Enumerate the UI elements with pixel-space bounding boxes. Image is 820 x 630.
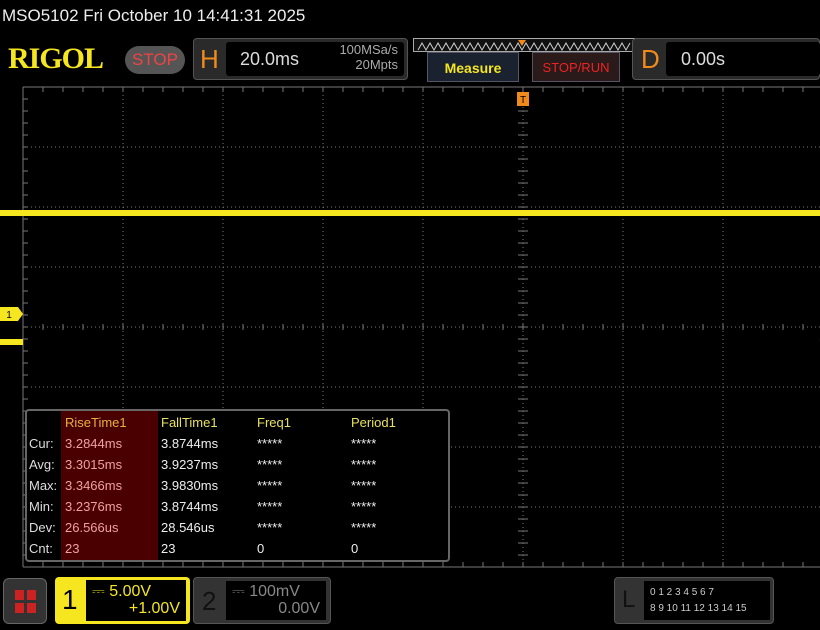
acquisition-info: 100MSa/s 20Mpts	[318, 42, 398, 72]
channel1-marker-label: 1	[6, 310, 12, 321]
stop-run-button[interactable]: STOP/RUN	[532, 52, 620, 82]
measurement-value: *****	[257, 457, 283, 472]
svg-text:T: T	[520, 95, 526, 106]
channel1-waveform	[0, 210, 820, 345]
row-label: Dev:	[29, 520, 56, 535]
logic-row-1: 0 1 2 3 4 5 6 7	[650, 587, 714, 598]
measurement-value: *****	[351, 499, 377, 514]
row-label: Cur:	[29, 436, 54, 451]
logic-channels: 0 1 2 3 4 5 6 7 8 9 10 11 12 13 14 15	[644, 581, 770, 620]
channel2-scale-value: 100mV	[249, 583, 300, 600]
measure-button[interactable]: Measure	[427, 52, 519, 82]
selected-column-highlight	[61, 411, 158, 560]
delay-value: 0.00s	[681, 49, 726, 69]
channel1-scale-value: 5.00V	[109, 583, 152, 600]
measurement-header: Freq1	[257, 415, 291, 430]
grid-menu-icon	[15, 590, 36, 613]
row-label: Avg:	[29, 457, 55, 472]
delay-box	[666, 42, 820, 76]
measurement-value: 23	[65, 541, 80, 556]
memory-zigzag-icon	[417, 40, 631, 52]
rigol-logo: RIGOL	[8, 42, 104, 75]
measurement-value: *****	[257, 436, 283, 451]
measurement-header: RiseTime1	[65, 415, 127, 430]
memory-depth: 20Mpts	[355, 57, 398, 72]
logic-row-2: 8 9 10 11 12 13 14 15	[650, 603, 747, 614]
measurement-row: Max: 3.3466ms 3.9830ms ***** *****	[27, 478, 448, 499]
horizontal-box	[226, 42, 404, 76]
measurement-table[interactable]: RiseTime1 FallTime1 Freq1 Period1 Cur: 3.2844…	[25, 409, 450, 562]
dc-coupling-icon: ⎓	[232, 583, 250, 600]
measurement-row: Dev: 26.566us 28.546us ***** *****	[27, 520, 448, 541]
measurement-value: *****	[351, 457, 377, 472]
measurement-value: *****	[257, 478, 283, 493]
measurement-value: *****	[257, 499, 283, 514]
row-label: Max:	[29, 478, 58, 493]
sample-rate: 100MSa/s	[339, 42, 398, 57]
measurement-row: Min: 3.2376ms 3.8744ms ***** *****	[27, 499, 448, 520]
trigger-position-bar[interactable]	[413, 38, 635, 52]
dc-coupling-icon: ⎓	[92, 583, 110, 600]
row-label: Min:	[29, 499, 54, 514]
measurement-row: Avg: 3.3015ms 3.9237ms ***** *****	[27, 457, 448, 478]
measurement-value: 26.566us	[65, 520, 119, 535]
measurement-value: 0	[257, 541, 265, 556]
channel1-info	[86, 580, 186, 621]
delay-label: D	[641, 44, 660, 74]
timebase-value: 20.0ms	[240, 49, 300, 69]
measurement-value: 3.9830ms	[161, 478, 219, 493]
measurement-header: FallTime1	[161, 415, 218, 430]
run-state-badge[interactable]: STOP	[125, 46, 185, 74]
measurement-value: 3.2376ms	[65, 499, 123, 514]
measurement-value: *****	[351, 478, 377, 493]
logic-label: L	[622, 586, 636, 613]
channel2-offset: 0.00V	[278, 600, 320, 617]
measurement-value: 3.3466ms	[65, 478, 123, 493]
channel-menu-button[interactable]	[3, 578, 47, 624]
channel2-info	[226, 581, 326, 620]
measurement-header: Period1	[351, 415, 396, 430]
measurement-value: *****	[257, 520, 283, 535]
measurement-value: *****	[351, 520, 377, 535]
channel2-scale: ⎓ 100mV	[232, 583, 300, 601]
measurement-value: 3.8744ms	[161, 436, 219, 451]
trigger-position-marker[interactable]: T	[517, 92, 529, 106]
measurement-value: 28.546us	[161, 520, 215, 535]
channel1-scale: ⎓ 5.00V	[92, 583, 151, 601]
measurement-value: 0	[351, 541, 359, 556]
measurement-row: Cur: 3.2844ms 3.8744ms ***** *****	[27, 436, 448, 457]
device-title: MSO5102 Fri October 10 14:41:31 2025	[2, 6, 306, 25]
channel1-offset: +1.00V	[128, 600, 180, 617]
channel1-offset-marker[interactable]: 1	[0, 307, 23, 321]
channel1-number: 1	[62, 584, 78, 615]
horizontal-label: H	[200, 44, 219, 74]
measurement-value: *****	[351, 436, 377, 451]
measurement-value: 3.3015ms	[65, 457, 123, 472]
measurement-row: Cnt: 23 23 0 0	[27, 541, 448, 562]
channel2-number: 2	[202, 586, 217, 616]
measurement-value: 3.8744ms	[161, 499, 219, 514]
measurement-value: 3.9237ms	[161, 457, 219, 472]
measurement-value: 3.2844ms	[65, 436, 123, 451]
row-label: Cnt:	[29, 541, 53, 556]
measurement-value: 23	[161, 541, 176, 556]
